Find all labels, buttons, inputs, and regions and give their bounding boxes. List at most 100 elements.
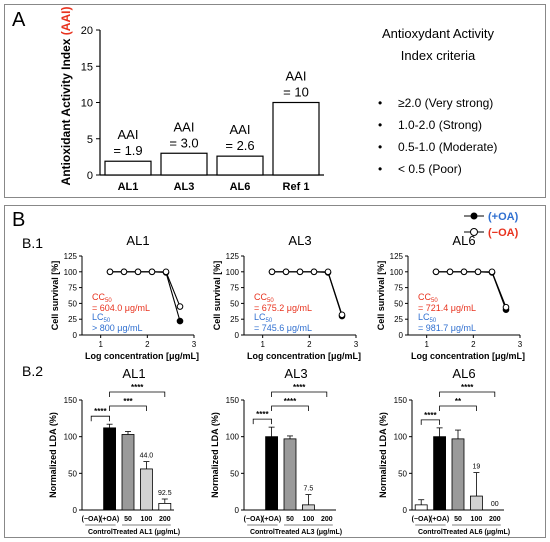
- legend-marker-plus-oa: [470, 212, 478, 220]
- y-tick-label: 100: [226, 268, 240, 277]
- legend-label-minus-oa: (−OA): [488, 227, 519, 239]
- treated-label: Treated AL1 (μg/mL): [113, 529, 180, 536]
- panel-b1-label: B.1: [22, 235, 43, 251]
- y-tick-label: 0: [399, 331, 404, 340]
- series-line: [436, 271, 507, 308]
- x-tick-label: (+OA): [100, 516, 119, 523]
- treated-label: Treated AL6 (μg/mL): [443, 529, 510, 536]
- y-tick-label: 0: [235, 506, 240, 515]
- panel-b-frame: [4, 205, 546, 538]
- significance-label: ****: [284, 397, 297, 406]
- y-tick-label: 25: [230, 315, 239, 324]
- y-tick-label: 0: [73, 331, 78, 340]
- criteria-item-text: 1.0-2.0 (Strong): [398, 118, 482, 132]
- data-point: [282, 268, 290, 276]
- data-point: [176, 303, 184, 310]
- x-tick-label: 200: [159, 516, 171, 523]
- x-tick-label: 50: [124, 516, 132, 523]
- y-axis-label: Normalized LDA (%): [378, 412, 388, 498]
- data-point: [502, 303, 510, 311]
- legend: (+OA) (−OA): [464, 211, 519, 239]
- bar-label: AAI: [174, 119, 195, 134]
- bar-value-label: = 3.0: [169, 135, 198, 150]
- x-tick-label: 50: [286, 516, 294, 523]
- significance-label: ***: [123, 397, 133, 406]
- x-tick-label: 100: [141, 516, 153, 523]
- x-axis-label: Log concentration [μg/mL]: [85, 351, 199, 361]
- x-tick-label: AL1: [118, 181, 139, 193]
- x-tick-label: AL3: [174, 181, 195, 193]
- lc50-label-sub: 50: [266, 318, 273, 324]
- data-point: [338, 311, 346, 319]
- lc50-value: = 981.7 μg/mL: [418, 323, 476, 333]
- data-point: [474, 268, 482, 276]
- lc50-label: LC50: [418, 312, 437, 324]
- criteria-item: •: [378, 118, 382, 132]
- survival-chart-al1: AL1 0 25 50 75 100 125 1 2 3 Log concentration [μg…: [50, 233, 199, 361]
- significance-label: ****: [461, 383, 474, 392]
- bar: [104, 160, 152, 176]
- survival-chart-al6: AL6 0 25 50 75 100 125 1 2 3 Log concentration [μg…: [376, 233, 525, 361]
- data-point: [268, 268, 276, 276]
- data-point: [460, 268, 468, 276]
- bar: [103, 427, 116, 511]
- lc50-label-main: LC: [418, 312, 430, 322]
- x-tick-label: 2: [307, 340, 312, 349]
- significance-bracket: [439, 405, 477, 411]
- significance-bracket: [109, 405, 147, 411]
- bar: [158, 502, 172, 511]
- lda-chart-al6: AL6 0 50 100 150 Normalized LDA (%) (−OA) (+OA)…: [378, 366, 510, 536]
- y-tick-label: 15: [81, 61, 93, 73]
- significance-label: ****: [424, 411, 437, 420]
- y-tick-label: 125: [390, 252, 404, 261]
- significance-bracket: [439, 391, 496, 397]
- bar-label: 44.0: [140, 453, 154, 460]
- y-tick-label: 50: [394, 299, 403, 308]
- x-axis-label: Log concentration [μg/mL]: [411, 351, 525, 361]
- cc50-value: = 675.2 μg/mL: [254, 303, 312, 313]
- x-tick-label: (+OA): [262, 516, 281, 523]
- y-tick-label: 50: [398, 469, 407, 478]
- data-point: [106, 268, 114, 276]
- y-tick-label: 75: [68, 284, 77, 293]
- lc50-label-sub: 50: [104, 318, 111, 324]
- panel-a-ylabel-suffix: (AAI): [59, 7, 73, 36]
- y-tick-label: 100: [226, 433, 240, 442]
- cc50-label-main: CC: [254, 292, 267, 302]
- bar: [160, 152, 208, 176]
- lda-chart-al1: AL1 0 50 100 150 Normalized LDA (%) (−OA) (+OA)…: [48, 366, 180, 536]
- significance-bracket: [271, 391, 328, 397]
- significance-label: ****: [293, 383, 306, 392]
- x-tick-label: 1: [260, 340, 265, 349]
- x-axis-label: Log concentration [μg/mL]: [247, 351, 361, 361]
- criteria-item-text: 0.5-1.0 (Moderate): [398, 140, 497, 154]
- bar-value-label: = 10: [283, 85, 309, 100]
- y-tick-label: 100: [394, 433, 408, 442]
- x-tick-label: 200: [489, 516, 501, 523]
- criteria-item-text: ≥2.0 (Very strong): [398, 96, 493, 110]
- control-label: Control: [250, 529, 275, 536]
- significance-bracket: [420, 419, 440, 425]
- series-line: [110, 271, 181, 307]
- y-tick-label: 50: [230, 299, 239, 308]
- y-axis-label: Cell survival [%]: [50, 261, 60, 331]
- bar-label: 19: [473, 464, 481, 471]
- legend-marker-minus-oa: [470, 228, 478, 236]
- lc50-label-main: LC: [254, 312, 266, 322]
- data-point: [176, 317, 184, 325]
- significance-bracket: [271, 405, 309, 411]
- y-tick-label: 125: [64, 252, 78, 261]
- x-tick-label: AL6: [230, 181, 251, 193]
- y-tick-label: 50: [68, 299, 77, 308]
- x-tick-label: 3: [192, 340, 197, 349]
- bar: [265, 436, 279, 511]
- bar: [469, 495, 483, 511]
- control-label: Control: [418, 529, 443, 536]
- x-tick-label: 1: [424, 340, 429, 349]
- x-tick-label: 50: [454, 516, 462, 523]
- y-tick-label: 75: [394, 284, 403, 293]
- criteria-item: •: [378, 96, 382, 110]
- bar-label: AAI: [118, 127, 139, 142]
